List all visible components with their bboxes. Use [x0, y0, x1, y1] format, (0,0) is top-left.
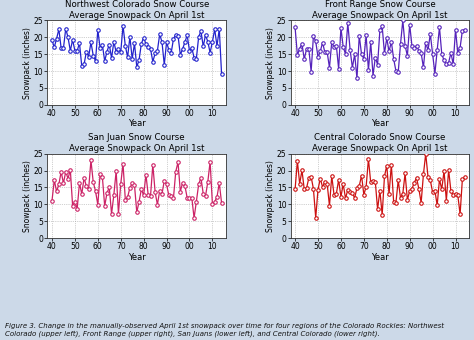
Y-axis label: Snowpack (inches): Snowpack (inches)	[23, 160, 32, 232]
Title: Front Range Snow Course
Average Snowpack On April 1st: Front Range Snow Course Average Snowpack…	[312, 0, 447, 20]
X-axis label: Year: Year	[371, 253, 389, 261]
X-axis label: Year: Year	[128, 119, 146, 128]
X-axis label: Year: Year	[128, 253, 146, 261]
Title: Central Colorado Snow Course
Average Snowpack On April 1st: Central Colorado Snow Course Average Sno…	[312, 134, 447, 153]
Y-axis label: Snowpack (inches): Snowpack (inches)	[266, 27, 275, 99]
X-axis label: Year: Year	[371, 119, 389, 128]
Text: Figure 3. Change in the manually-observed April 1st snowpack over time for four : Figure 3. Change in the manually-observe…	[5, 323, 444, 337]
Y-axis label: Snowpack (inches): Snowpack (inches)	[266, 160, 275, 232]
Y-axis label: Snowpack (inches): Snowpack (inches)	[23, 27, 32, 99]
Title: Northwest Colorado Snow Course
Average Snowpack On April 1st: Northwest Colorado Snow Course Average S…	[64, 0, 209, 20]
Title: San Juan Snow Course
Average Snowpack On April 1st: San Juan Snow Course Average Snowpack On…	[69, 134, 204, 153]
